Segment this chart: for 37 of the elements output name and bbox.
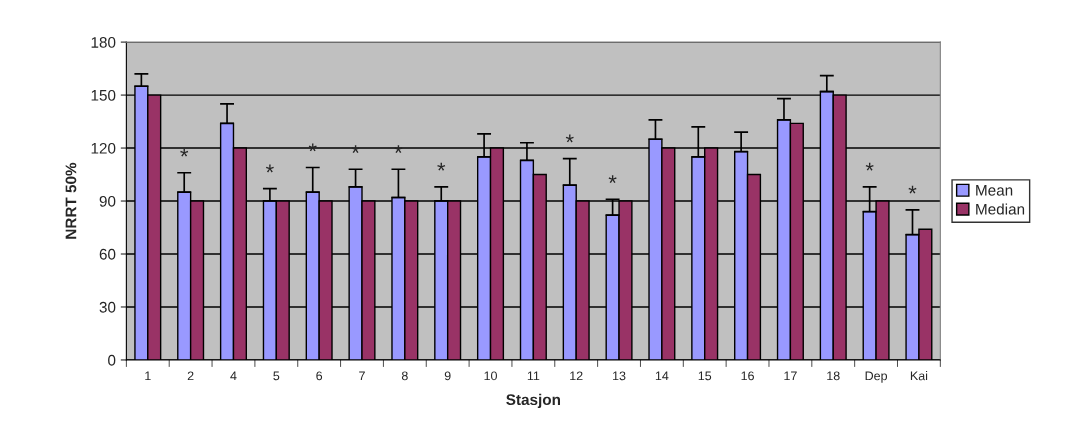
x-tick-label: 14: [655, 371, 669, 381]
x-tick-label: 6: [316, 371, 323, 381]
annotation: *: [265, 164, 274, 173]
x-tick-label: 11: [527, 371, 540, 381]
x-tick-label: Kai: [910, 371, 928, 381]
x-tick-label: 9: [444, 371, 451, 381]
x-tick-label: 13: [613, 371, 626, 381]
y-tick-label: 180: [91, 36, 116, 48]
annotation: *: [437, 162, 446, 171]
x-tick-label: 16: [741, 371, 754, 381]
y-tick-label: 60: [99, 248, 116, 260]
y-axis-title: NRRT 50%: [65, 162, 77, 239]
x-tick-label: 17: [784, 371, 797, 381]
legend-label: Mean: [976, 185, 1013, 196]
x-tick-label: 4: [230, 371, 237, 381]
x-tick-label: 5: [273, 371, 280, 381]
x-tick-label: 10: [484, 371, 497, 381]
annotation: *: [180, 148, 189, 157]
y-tick-label: 30: [99, 301, 116, 313]
annotation: *: [565, 134, 574, 143]
x-tick-label: Dep: [865, 371, 888, 383]
annotation: *: [865, 162, 874, 171]
x-axis-title: Stasjon: [506, 393, 560, 409]
annotation: *: [608, 175, 617, 183]
y-tick-label: 120: [91, 142, 116, 154]
x-tick-label: 15: [698, 371, 712, 381]
x-tick-label: 12: [570, 371, 583, 381]
x-tick-label: 7: [359, 371, 365, 381]
y-tick-label: 150: [91, 89, 116, 101]
y-tick-label: 90: [99, 195, 116, 207]
legend-label: Median: [976, 203, 1025, 215]
x-tick-label: 8: [401, 371, 408, 381]
annotation: *: [908, 185, 917, 194]
x-tick-label: 2: [187, 371, 194, 381]
x-tick-label: 1: [145, 371, 151, 381]
y-tick-label: 0: [108, 354, 116, 366]
x-tick-label: 18: [827, 371, 840, 381]
